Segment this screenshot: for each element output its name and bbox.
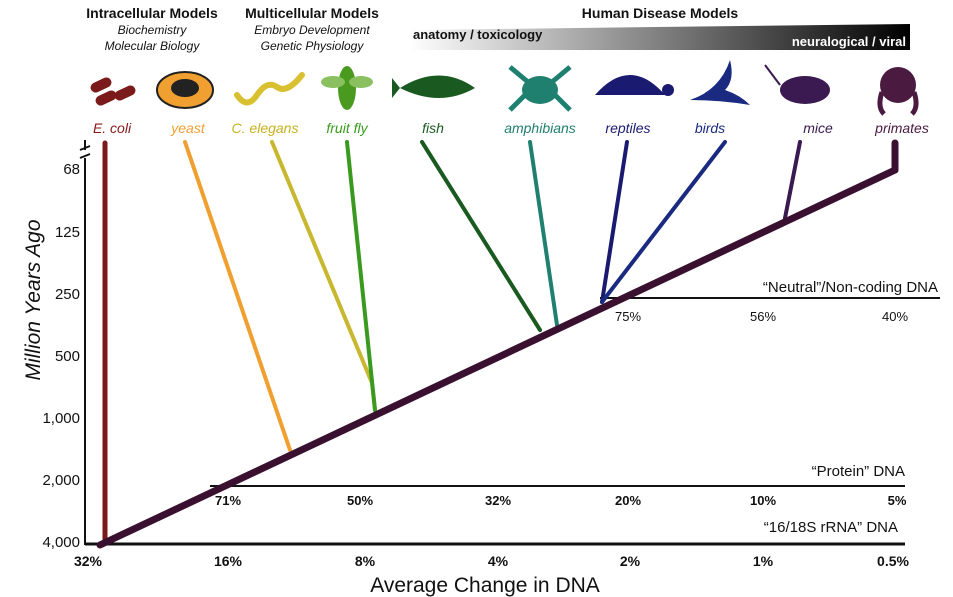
group-title: Multicellular Models — [245, 5, 379, 21]
x-tick-label: 1% — [753, 553, 774, 569]
x-axis-title: Average Change in DNA — [370, 574, 600, 597]
organism: yeast — [170, 120, 206, 136]
icon — [780, 76, 830, 104]
group-line: Genetic Physiology — [261, 39, 365, 53]
organism: birds — [695, 120, 725, 136]
branch — [785, 142, 800, 218]
organism-labels: E. coli yeast C. elegans fruit fly fish … — [93, 120, 929, 136]
trunk — [100, 170, 895, 545]
scale-tick: 56% — [750, 309, 776, 324]
organism: fish — [422, 120, 444, 136]
x-ticks: 32% 16% 8% 4% 2% 1% 0.5% — [74, 553, 910, 569]
icon — [595, 75, 665, 95]
scale-label: “16/18S rRNA” DNA — [764, 519, 898, 536]
axis-break — [80, 154, 90, 158]
icon — [171, 79, 199, 97]
group-title: Intracellular Models — [86, 5, 218, 21]
x-tick-label: 16% — [214, 553, 243, 569]
scale-tick: 40% — [882, 309, 908, 324]
organism: amphibians — [504, 120, 576, 136]
group-line: Biochemistry — [118, 23, 188, 37]
figure: Intracellular Models Biochemistry Molecu… — [0, 0, 953, 597]
icon — [765, 65, 780, 85]
page: Intracellular Models Biochemistry Molecu… — [0, 0, 953, 597]
scale-tick: 20% — [615, 493, 641, 508]
y-tick-label: 2,000 — [42, 472, 80, 489]
scale-tick: 71% — [215, 493, 241, 508]
scale-left: anatomy / toxicology — [413, 27, 543, 42]
y-tick-label: 1,000 — [42, 410, 80, 427]
icon — [237, 75, 302, 103]
x-tick-label: 2% — [620, 553, 641, 569]
scale-label: “Protein” DNA — [812, 463, 905, 480]
axes — [80, 140, 940, 545]
scale-tick: 50% — [347, 493, 373, 508]
icons — [89, 60, 916, 114]
branch — [347, 142, 375, 410]
branch — [422, 142, 540, 330]
group-line: Molecular Biology — [105, 39, 201, 53]
y-tick-label: 500 — [55, 348, 80, 365]
scale-label: “Neutral”/Non-coding DNA — [763, 279, 938, 296]
y-axis-title: Million Years Ago — [22, 219, 45, 380]
group-line: Embryo Development — [254, 23, 370, 37]
icon — [113, 84, 137, 102]
scale-tick: 32% — [485, 493, 511, 508]
scale-tick: 5% — [888, 493, 907, 508]
tree — [100, 142, 895, 545]
scale-tick: 10% — [750, 493, 776, 508]
x-tick-label: 0.5% — [877, 553, 909, 569]
icon — [392, 76, 475, 99]
icon — [338, 66, 356, 110]
icon — [321, 76, 345, 88]
icon — [690, 60, 750, 105]
y-tick-label: 68 — [63, 161, 80, 178]
icon — [349, 76, 373, 88]
organism: reptiles — [605, 120, 650, 136]
y-tick-label: 250 — [55, 286, 80, 303]
branch — [602, 142, 627, 302]
y-ticks: 68 125 250 500 1,000 2,000 4,000 — [42, 161, 80, 551]
organism: mice — [803, 120, 833, 136]
y-tick-label: 4,000 — [42, 534, 80, 551]
organism: E. coli — [93, 120, 132, 136]
branch — [530, 142, 557, 325]
icon — [880, 67, 916, 103]
x-tick-label: 4% — [488, 553, 509, 569]
organism: fruit fly — [326, 120, 368, 136]
x-tick-label: 8% — [355, 553, 376, 569]
organism: primates — [874, 120, 929, 136]
scale-tick: 75% — [615, 309, 641, 324]
branch — [185, 142, 290, 450]
y-tick-label: 125 — [55, 224, 80, 241]
organism: C. elegans — [232, 120, 299, 136]
scale-right: neuralogical / viral — [792, 34, 906, 49]
icon — [662, 84, 674, 96]
neutral-scale: “Neutral”/Non-coding DNA 75% 56% 40% — [615, 279, 938, 324]
group-title: Human Disease Models — [582, 5, 739, 21]
x-tick-label: 32% — [74, 553, 103, 569]
